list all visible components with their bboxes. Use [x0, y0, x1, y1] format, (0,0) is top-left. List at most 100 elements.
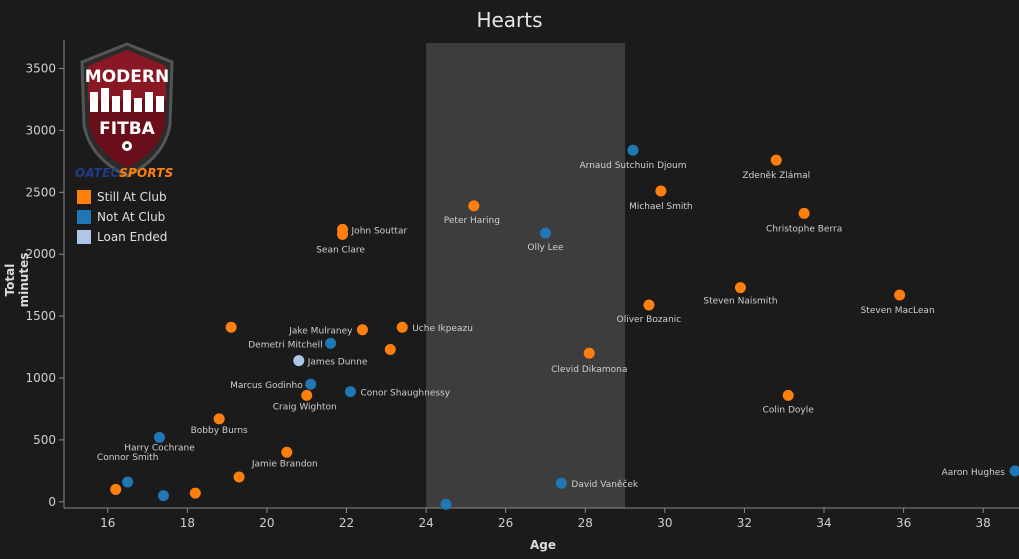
data-point: [1009, 465, 1019, 477]
data-point: [782, 389, 794, 401]
point-label: Christophe Berra: [766, 224, 842, 234]
x-tick-label: 28: [578, 516, 593, 530]
point-label: James Dunne: [307, 358, 368, 368]
legend-item-not: Not At Club: [77, 207, 167, 227]
logo-text-top: MODERN: [85, 67, 169, 87]
point-label: Colin Doyle: [763, 405, 815, 415]
x-axis-title: Age: [529, 538, 556, 552]
data-point: [627, 144, 639, 156]
data-point: [301, 389, 313, 401]
point-label: Craig Wighton: [273, 402, 337, 412]
y-tick-label: 3500: [25, 61, 56, 75]
legend: Still At Club Not At Club Loan Ended: [77, 187, 167, 247]
x-tick-label: 22: [339, 516, 354, 530]
x-tick-label: 30: [657, 516, 672, 530]
legend-item-still: Still At Club: [77, 187, 167, 207]
data-point: [894, 289, 906, 301]
data-point: [189, 487, 201, 499]
data-point: [325, 337, 337, 349]
point-label: Peter Haring: [444, 216, 500, 226]
legend-swatch-not: [77, 210, 91, 224]
data-point: [770, 154, 782, 166]
data-point: [396, 321, 408, 333]
legend-label-still: Still At Club: [97, 190, 167, 204]
legend-label-loan: Loan Ended: [97, 230, 168, 244]
point-label: Harry Cochrane: [124, 443, 195, 453]
y-tick-label: 2500: [25, 185, 56, 199]
logo-text-bottom: FITBA: [99, 119, 155, 139]
data-point: [643, 299, 655, 311]
point-label: Arnaud Sutchuin Djoum: [580, 161, 687, 171]
data-point: [440, 498, 452, 510]
y-tick-label: 500: [33, 433, 56, 447]
x-tick-label: 24: [418, 516, 433, 530]
point-label: Sean Clare: [316, 245, 365, 255]
data-point: [157, 490, 169, 502]
point-label: Michael Smith: [629, 202, 693, 212]
data-point: [293, 355, 305, 367]
point-label: Demetri Mitchell: [248, 340, 322, 350]
point-label: Connor Smith: [97, 453, 158, 463]
data-point: [213, 413, 225, 425]
point-label: David Vaněček: [571, 479, 639, 490]
x-tick-label: 18: [180, 516, 195, 530]
data-point: [281, 446, 293, 458]
data-point: [110, 483, 122, 495]
chart-title: Hearts: [476, 8, 543, 32]
x-tick-label: 34: [816, 516, 831, 530]
brand-part-2: SPORTS: [119, 166, 174, 180]
data-point: [154, 431, 165, 443]
data-point: [655, 185, 667, 197]
legend-swatch-loan: [77, 230, 91, 244]
x-tick-label: 26: [498, 516, 513, 530]
x-tick-label: 32: [737, 516, 752, 530]
legend-swatch-still: [77, 190, 91, 204]
data-point: [233, 471, 245, 483]
data-point: [356, 324, 368, 336]
data-point: [555, 477, 567, 489]
y-tick-label: 1500: [25, 309, 56, 323]
axes: 16 18 20 22 24 26 28 30 32 34 36 38 0 500 1000 1500 2000…: [25, 40, 1019, 530]
x-tick-label: 36: [896, 516, 911, 530]
point-label: Uche Ikpeazu: [412, 324, 473, 334]
point-label: Clevid Dikamona: [551, 365, 627, 375]
legend-item-loan: Loan Ended: [77, 227, 167, 247]
data-point: [583, 347, 595, 359]
modern-fitba-logo: MODERN FITBA: [80, 42, 174, 178]
x-tick-label: 16: [100, 516, 115, 530]
point-label: Conor Shaughnessy: [361, 389, 451, 399]
point-label: Steven MacLean: [861, 306, 935, 316]
data-point: [122, 476, 134, 488]
y-tick-label: 1000: [25, 371, 56, 385]
legend-label-not: Not At Club: [97, 210, 166, 224]
data-point: [539, 227, 551, 239]
highlight-band: [426, 43, 626, 508]
data-point: [798, 207, 810, 219]
point-label: Bobby Burns: [191, 426, 248, 436]
brand-part-1: OATEC: [75, 166, 120, 180]
data-point: [337, 228, 349, 240]
point-label: Zdeněk Zlámal: [742, 171, 810, 181]
point-label: Olly Lee: [527, 243, 564, 253]
data-point: [384, 344, 396, 356]
point-label: Aaron Hughes: [942, 468, 1006, 478]
y-tick-label: 3000: [25, 123, 56, 137]
y-tick-label: 2000: [25, 247, 56, 261]
point-label: Steven Naismith: [703, 297, 777, 307]
y-axis-title: Total minutes: [3, 252, 31, 308]
data-point: [305, 378, 317, 390]
point-label: Marcus Godinho: [230, 381, 303, 391]
data-point: [345, 386, 356, 398]
data-point: [225, 321, 237, 333]
data-point: [734, 282, 746, 294]
x-tick-label: 38: [976, 516, 991, 530]
point-label: Jake Mulraney: [288, 327, 353, 337]
point-label: John Souttar: [351, 226, 408, 236]
y-tick-label: 0: [48, 495, 56, 509]
data-point: [468, 200, 480, 212]
point-label: Jamie Brandon: [251, 459, 318, 469]
sponsor-brand: OATECSPORTS: [75, 166, 173, 180]
